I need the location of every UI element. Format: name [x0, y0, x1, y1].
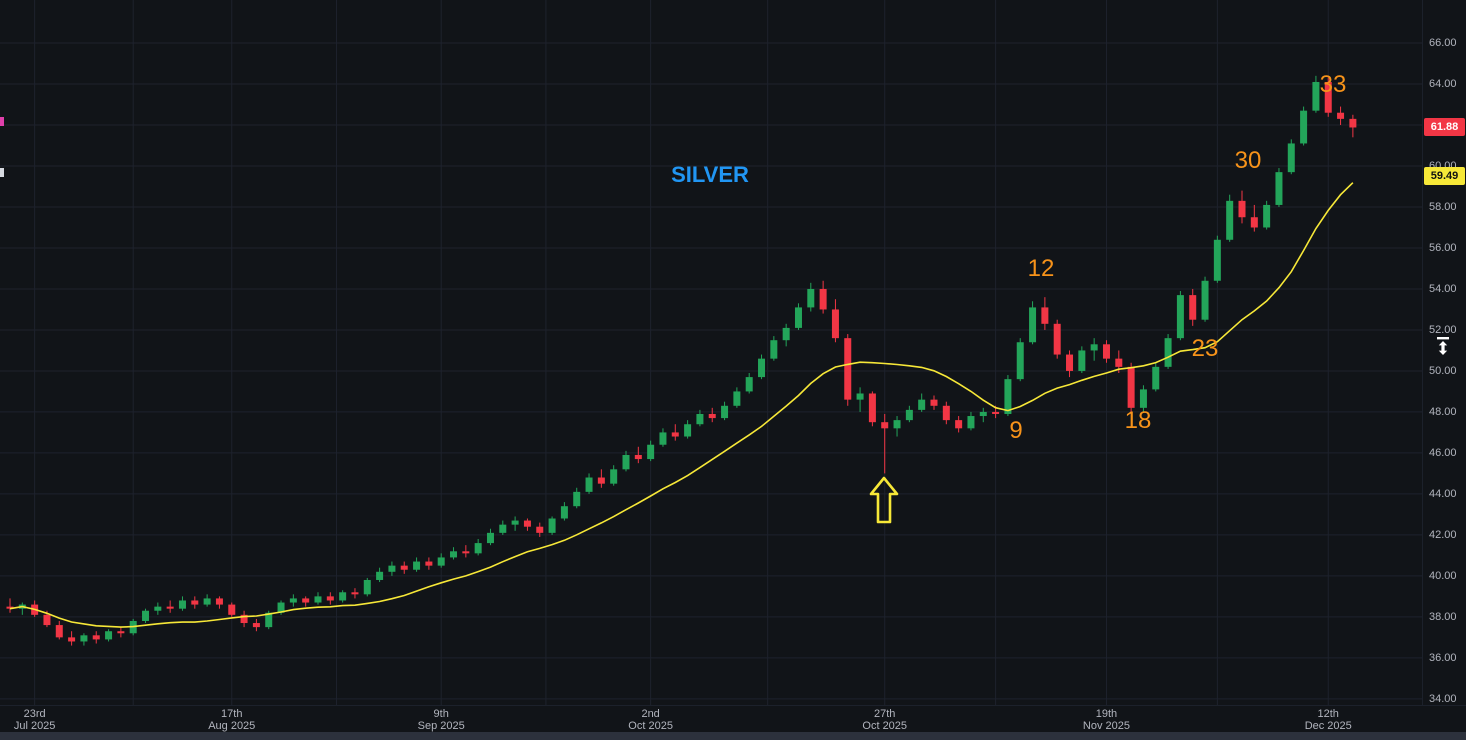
time-axis-label: 17th Aug 2025 [208, 708, 256, 732]
ma-price-badge: 59.49 [1424, 167, 1465, 186]
price-axis-label: 64.00 [1429, 78, 1457, 91]
symbol-label: SILVER [671, 162, 749, 187]
chart-canvas[interactable]: SILVER 9 12 18 23 30 33 [0, 0, 1422, 705]
price-axis-label: 56.00 [1429, 241, 1457, 254]
price-axis-label: 38.00 [1429, 610, 1457, 623]
up-arrow-annotation [869, 476, 899, 524]
time-axis-label: 9th Sep 2025 [417, 708, 465, 732]
annotation-label-30: 30 [1235, 147, 1262, 174]
bottom-bar [0, 732, 1466, 740]
candles [6, 75, 1357, 646]
last-price-badge: 61.88 [1424, 118, 1465, 137]
left-edge-marker-white [0, 168, 4, 177]
price-axis-label: 66.00 [1429, 37, 1457, 50]
annotation-label-9: 9 [1009, 417, 1022, 444]
time-axis-label: 23rd Jul 2025 [13, 708, 56, 732]
price-axis-label: 50.00 [1429, 364, 1457, 377]
price-axis-label: 34.00 [1429, 692, 1457, 705]
price-axis-label: 52.00 [1429, 323, 1457, 336]
price-axis-label: 58.00 [1429, 200, 1457, 213]
price-axis-label: 44.00 [1429, 487, 1457, 500]
price-axis-label: 42.00 [1429, 528, 1457, 541]
price-axis-label: 48.00 [1429, 405, 1457, 418]
annotation-label-12: 12 [1028, 255, 1055, 282]
annotation-label-18: 18 [1125, 407, 1152, 434]
time-axis[interactable]: 23rd Jul 2025 17th Aug 2025 9th Sep 2025 2nd Oc… [0, 705, 1466, 733]
price-axis-label: 54.00 [1429, 282, 1457, 295]
price-axis-label: 46.00 [1429, 446, 1457, 459]
price-axis[interactable]: 66.0064.0062.0060.0058.0056.0054.0052.00… [1422, 0, 1466, 705]
left-edge-marker-pink [0, 117, 4, 126]
price-axis-label: 40.00 [1429, 569, 1457, 582]
time-axis-label: 19th Nov 2025 [1082, 708, 1131, 732]
price-chart[interactable]: SILVER 9 12 18 23 30 33 [0, 0, 1422, 705]
time-axis-label: 2nd Oct 2025 [628, 708, 673, 732]
time-axis-label: 12th Dec 2025 [1304, 708, 1352, 732]
annotation-label-33: 33 [1320, 71, 1347, 98]
price-scale-anchor-icon[interactable] [1435, 336, 1451, 356]
annotation-label-23: 23 [1192, 335, 1219, 362]
price-axis-label: 36.00 [1429, 651, 1457, 664]
gridlines [0, 0, 1422, 705]
moving-average-line [9, 182, 1354, 628]
time-axis-label: 27th Oct 2025 [862, 708, 908, 732]
